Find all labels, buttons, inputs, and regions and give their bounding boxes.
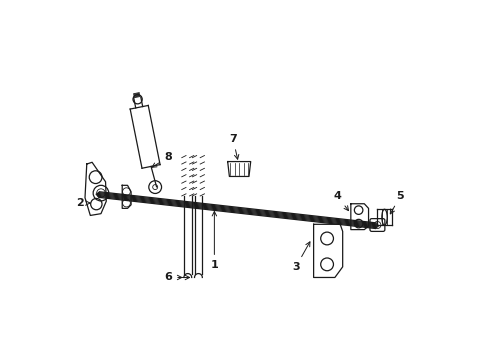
Text: 7: 7 (229, 134, 238, 159)
Text: 6: 6 (164, 273, 182, 283)
Text: 3: 3 (291, 242, 309, 272)
Text: 8: 8 (152, 152, 172, 167)
Text: 5: 5 (389, 191, 404, 214)
Text: 4: 4 (333, 191, 348, 211)
Text: 2: 2 (76, 198, 90, 208)
Text: 1: 1 (210, 212, 218, 270)
